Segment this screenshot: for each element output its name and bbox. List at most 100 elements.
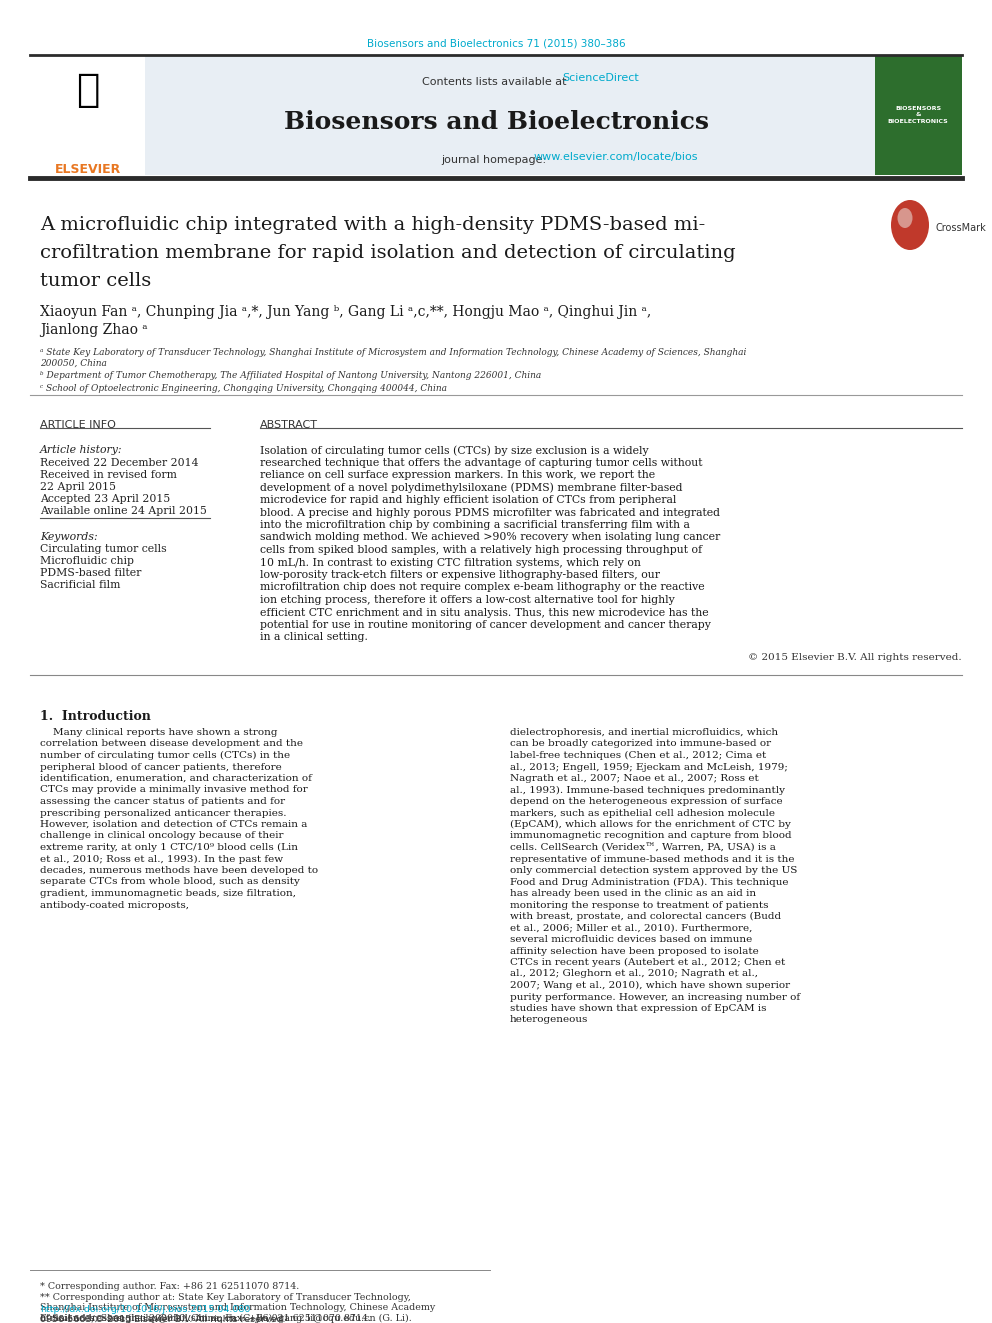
Text: sandwich molding method. We achieved >90% recovery when isolating lung cancer: sandwich molding method. We achieved >90… [260,532,720,542]
Text: dielectrophoresis, and inertial microfluidics, which: dielectrophoresis, and inertial microflu… [510,728,778,737]
Text: Received in revised form: Received in revised form [40,470,177,480]
Text: microdevice for rapid and highly efficient isolation of CTCs from peripheral: microdevice for rapid and highly efficie… [260,495,677,505]
Text: decades, numerous methods have been developed to: decades, numerous methods have been deve… [40,867,318,875]
Text: researched technique that offers the advantage of capturing tumor cells without: researched technique that offers the adv… [260,458,702,467]
Text: Biosensors and Bioelectronics 71 (2015) 380–386: Biosensors and Bioelectronics 71 (2015) … [367,38,625,48]
Text: several microfluidic devices based on immune: several microfluidic devices based on im… [510,935,752,945]
Text: assessing the cancer status of patients and for: assessing the cancer status of patients … [40,796,285,806]
Text: with breast, prostate, and colorectal cancers (Budd: with breast, prostate, and colorectal ca… [510,912,781,921]
Text: ion etching process, therefore it offers a low-cost alternative tool for highly: ion etching process, therefore it offers… [260,595,675,605]
Text: immunomagnetic recognition and capture from blood: immunomagnetic recognition and capture f… [510,831,792,840]
Text: Sacrificial film: Sacrificial film [40,579,120,590]
Text: antibody-coated microposts,: antibody-coated microposts, [40,901,189,909]
Text: Microfluidic chip: Microfluidic chip [40,556,134,566]
Text: development of a novel polydimethylsiloxane (PDMS) membrane filter-based: development of a novel polydimethylsilox… [260,483,682,493]
Text: markers, such as epithelial cell adhesion molecule: markers, such as epithelial cell adhesio… [510,808,775,818]
Text: representative of immune-based methods and it is the: representative of immune-based methods a… [510,855,795,864]
Bar [30,56,875,175]
Text: label-free techniques (Chen et al., 2012; Cima et: label-free techniques (Chen et al., 2012… [510,751,766,761]
Text: CTCs may provide a minimally invasive method for: CTCs may provide a minimally invasive me… [40,786,308,795]
Text: CTCs in recent years (Autebert et al., 2012; Chen et: CTCs in recent years (Autebert et al., 2… [510,958,786,967]
Text: et al., 2010; Ross et al., 1993). In the past few: et al., 2010; Ross et al., 1993). In the… [40,855,283,864]
Text: 1.  Introduction: 1. Introduction [40,710,151,722]
Text: cells. CellSearch (Veridex™, Warren, PA, USA) is a: cells. CellSearch (Veridex™, Warren, PA,… [510,843,776,852]
Text: heterogeneous: heterogeneous [510,1016,588,1024]
Text: in a clinical setting.: in a clinical setting. [260,632,368,643]
Text: ARTICLE INFO: ARTICLE INFO [40,419,116,430]
Text: extreme rarity, at only 1 CTC/10⁹ blood cells (Lin: extreme rarity, at only 1 CTC/10⁹ blood … [40,843,298,852]
Text: Many clinical reports have shown a strong: Many clinical reports have shown a stron… [40,728,278,737]
Bar [875,56,962,175]
Text: Jianlong Zhao ᵃ: Jianlong Zhao ᵃ [40,323,148,337]
Text: studies have shown that expression of EpCAM is: studies have shown that expression of Ep… [510,1004,767,1013]
Text: http://dx.doi.org/10.1016/j.bios.2015.04.080: http://dx.doi.org/10.1016/j.bios.2015.04… [40,1304,250,1314]
Text: identification, enumeration, and characterization of: identification, enumeration, and charact… [40,774,311,783]
Text: 🌳: 🌳 [76,71,99,108]
Text: efficient CTC enrichment and in situ analysis. Thus, this new microdevice has th: efficient CTC enrichment and in situ ana… [260,607,708,618]
Text: * Corresponding author. Fax: +86 21 62511070 8714.: * Corresponding author. Fax: +86 21 6251… [40,1282,300,1291]
Text: al., 2012; Gleghorn et al., 2010; Nagrath et al.,: al., 2012; Gleghorn et al., 2010; Nagrat… [510,970,758,979]
Text: separate CTCs from whole blood, such as density: separate CTCs from whole blood, such as … [40,877,300,886]
Text: al., 2013; Engell, 1959; Ejeckam and McLeish, 1979;: al., 2013; Engell, 1959; Ejeckam and McL… [510,762,788,771]
Text: challenge in clinical oncology because of their: challenge in clinical oncology because o… [40,831,284,840]
Text: BIOSENSORS
&
BIOELECTRONICS: BIOSENSORS & BIOELECTRONICS [888,106,948,123]
Text: ᶜ School of Optoelectronic Engineering, Chongqing University, Chongqing 400044, : ᶜ School of Optoelectronic Engineering, … [40,384,447,393]
Text: monitoring the response to treatment of patients: monitoring the response to treatment of … [510,901,769,909]
Text: affinity selection have been proposed to isolate: affinity selection have been proposed to… [510,946,759,955]
Text: et al., 2006; Miller et al., 2010). Furthermore,: et al., 2006; Miller et al., 2010). Furt… [510,923,752,933]
Text: ScienceDirect: ScienceDirect [561,73,639,83]
Text: Isolation of circulating tumor cells (CTCs) by size exclusion is a widely: Isolation of circulating tumor cells (CT… [260,445,649,455]
Text: www.elsevier.com/locate/bios: www.elsevier.com/locate/bios [534,152,698,161]
Text: can be broadly categorized into immune-based or: can be broadly categorized into immune-b… [510,740,771,749]
Text: ABSTRACT: ABSTRACT [260,419,318,430]
Text: Article history:: Article history: [40,445,122,455]
Text: Accepted 23 April 2015: Accepted 23 April 2015 [40,493,171,504]
Text: tumor cells: tumor cells [40,273,151,290]
Text: E-mail addresses: jiachp@mail.sim.ac.cn (C. Jia), gang_li@cqu.edu.cn (G. Li).: E-mail addresses: jiachp@mail.sim.ac.cn … [40,1312,412,1323]
Text: Received 22 December 2014: Received 22 December 2014 [40,458,198,468]
Text: Keywords:: Keywords: [40,532,97,542]
Text: 10 mL/h. In contrast to existing CTC filtration systems, which rely on: 10 mL/h. In contrast to existing CTC fil… [260,557,641,568]
Text: PDMS-based filter: PDMS-based filter [40,568,142,578]
Text: © 2015 Elsevier B.V. All rights reserved.: © 2015 Elsevier B.V. All rights reserved… [748,654,962,662]
Text: only commercial detection system approved by the US: only commercial detection system approve… [510,867,798,875]
Ellipse shape [891,200,929,250]
Text: 22 April 2015: 22 April 2015 [40,482,116,492]
Text: Xiaoyun Fan ᵃ, Chunping Jia ᵃ,*, Jun Yang ᵇ, Gang Li ᵃ,c,**, Hongju Mao ᵃ, Qingh: Xiaoyun Fan ᵃ, Chunping Jia ᵃ,*, Jun Yan… [40,306,652,319]
Text: into the microfiltration chip by combining a sacrificial transferring film with : into the microfiltration chip by combini… [260,520,689,531]
Text: purity performance. However, an increasing number of: purity performance. However, an increasi… [510,992,801,1002]
Text: gradient, immunomagnetic beads, size filtration,: gradient, immunomagnetic beads, size fil… [40,889,296,898]
Text: 0956-5663/© 2015 Elsevier B.V. All rights reserved.: 0956-5663/© 2015 Elsevier B.V. All right… [40,1315,286,1323]
Text: However, isolation and detection of CTCs remain a: However, isolation and detection of CTCs… [40,820,308,830]
Text: CrossMark: CrossMark [935,224,986,233]
Text: Food and Drug Administration (FDA). This technique: Food and Drug Administration (FDA). This… [510,877,789,886]
Text: ᵃ State Key Laboratory of Transducer Technology, Shanghai Institute of Microsyst: ᵃ State Key Laboratory of Transducer Tec… [40,348,746,368]
Text: ᵇ Department of Tumor Chemotherapy, The Affiliated Hospital of Nantong Universit: ᵇ Department of Tumor Chemotherapy, The … [40,370,542,380]
Text: correlation between disease development and the: correlation between disease development … [40,740,303,749]
Text: al., 1993). Immune-based techniques predominantly: al., 1993). Immune-based techniques pred… [510,786,785,795]
Text: Biosensors and Bioelectronics: Biosensors and Bioelectronics [284,110,708,134]
Text: number of circulating tumor cells (CTCs) in the: number of circulating tumor cells (CTCs)… [40,751,290,761]
Text: prescribing personalized anticancer therapies.: prescribing personalized anticancer ther… [40,808,287,818]
Ellipse shape [898,208,913,228]
Text: potential for use in routine monitoring of cancer development and cancer therapy: potential for use in routine monitoring … [260,620,711,630]
Text: crofiltration membrane for rapid isolation and detection of circulating: crofiltration membrane for rapid isolati… [40,243,736,262]
Text: cells from spiked blood samples, with a relatively high processing throughput of: cells from spiked blood samples, with a … [260,545,702,556]
Text: A microfluidic chip integrated with a high-density PDMS-based mi-: A microfluidic chip integrated with a hi… [40,216,705,234]
Text: Available online 24 April 2015: Available online 24 April 2015 [40,505,207,516]
Text: journal homepage:: journal homepage: [441,155,551,165]
Text: low-porosity track-etch filters or expensive lithography-based filters, our: low-porosity track-etch filters or expen… [260,570,660,579]
Text: microfiltration chip does not require complex e-beam lithography or the reactive: microfiltration chip does not require co… [260,582,704,593]
Text: has already been used in the clinic as an aid in: has already been used in the clinic as a… [510,889,756,898]
Bar [30,56,145,175]
Text: Contents lists available at: Contents lists available at [422,77,570,87]
Text: ELSEVIER: ELSEVIER [55,163,121,176]
Text: reliance on cell surface expression markers. In this work, we report the: reliance on cell surface expression mark… [260,470,655,480]
Text: ** Corresponding author at: State Key Laboratory of Transducer Technology,
Shang: ** Corresponding author at: State Key La… [40,1293,435,1323]
Text: Nagrath et al., 2007; Naoe et al., 2007; Ross et: Nagrath et al., 2007; Naoe et al., 2007;… [510,774,759,783]
Text: 2007; Wang et al., 2010), which have shown superior: 2007; Wang et al., 2010), which have sho… [510,980,790,990]
Text: depend on the heterogeneous expression of surface: depend on the heterogeneous expression o… [510,796,783,806]
Text: blood. A precise and highly porous PDMS microfilter was fabricated and integrate: blood. A precise and highly porous PDMS … [260,508,720,517]
Text: (EpCAM), which allows for the enrichment of CTC by: (EpCAM), which allows for the enrichment… [510,820,791,830]
Text: Circulating tumor cells: Circulating tumor cells [40,544,167,554]
